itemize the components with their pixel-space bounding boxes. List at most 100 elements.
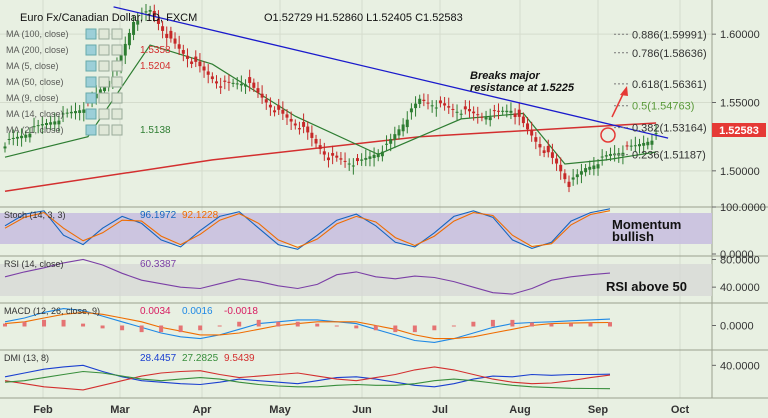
ma-legend-value: 1.5358 <box>140 45 171 56</box>
indicator-line <box>4 258 611 295</box>
candle-body <box>248 77 252 83</box>
indicator-line <box>4 208 611 250</box>
candle-body <box>488 117 492 121</box>
stoch-band <box>0 213 712 244</box>
indicator-tick-label: 80.0000 <box>720 254 760 266</box>
candle-body <box>3 146 7 149</box>
candle-body <box>364 157 368 160</box>
candle-body <box>426 102 430 104</box>
candle-body <box>53 121 57 125</box>
ma-legend-settings-icon <box>98 76 110 88</box>
candle-body <box>638 144 641 147</box>
macd-histogram-bar <box>237 321 242 327</box>
indicator-tick-label: 0.0000 <box>720 249 754 261</box>
ma-legend-eye-icon <box>85 28 97 40</box>
candle-body <box>409 108 413 113</box>
indicator-tick-label: 40.0000 <box>720 282 760 294</box>
ma-legend-label: MA (21, close) <box>6 125 64 135</box>
candle-body <box>418 98 422 104</box>
candle-body <box>414 103 418 109</box>
candle-body <box>326 157 330 161</box>
macd-histogram-bar <box>42 319 47 327</box>
candle-body <box>297 128 301 130</box>
trendline-path <box>113 6 669 139</box>
candle-body <box>194 56 198 62</box>
macd-histogram-bar <box>276 321 281 327</box>
candle-body <box>210 76 214 80</box>
symbol-title: Euro Fx/Canadian Dollar, 1D, FXCM <box>20 12 197 24</box>
ma200-line <box>4 122 657 193</box>
macd-histogram-bar <box>61 319 66 327</box>
fib-label: 0.236(1.51187) <box>632 150 706 162</box>
indicator-title: RSI (14, close) <box>4 259 64 269</box>
candle-body <box>538 144 542 148</box>
candle-body <box>526 123 530 130</box>
candle-body <box>202 66 206 71</box>
candle-body <box>434 107 438 109</box>
macd-histogram-bar <box>588 322 593 327</box>
candle-body <box>44 123 48 126</box>
ma-legend-label: MA (200, close) <box>6 45 69 55</box>
time-axis-label: Jun <box>352 404 372 416</box>
candle-body <box>608 153 612 156</box>
ma-legend-value: 1.5138 <box>140 125 171 136</box>
price-tick-label: 1.50000 <box>720 166 760 178</box>
price-badge: 1.52583 <box>712 123 766 137</box>
candle-body <box>430 105 434 107</box>
candle-body <box>20 135 24 139</box>
ma-legend-close-icon <box>111 76 123 88</box>
candle-body <box>472 111 476 114</box>
indicator-line <box>4 308 611 343</box>
macd-histogram-bar <box>529 322 534 327</box>
candle-body <box>82 109 86 113</box>
candle-body <box>256 88 260 93</box>
candle-body <box>629 145 633 147</box>
candle-body <box>546 145 550 153</box>
candle-body <box>273 110 277 113</box>
ma-legend-settings-icon <box>98 44 110 56</box>
macd-histogram-bar <box>549 323 554 327</box>
candle-body <box>401 124 405 132</box>
macd-histogram-bar <box>217 325 222 327</box>
candle-body <box>123 43 127 56</box>
candle-body <box>455 111 459 113</box>
ma-legend-close-icon <box>111 124 123 136</box>
indicator-tick-label: 0.0000 <box>720 321 754 333</box>
candle-body <box>443 103 447 106</box>
rsi-pane: RSI (14, close) 60.3387 80.0000 40.0000 <box>4 254 760 295</box>
ma-legend-eye-icon <box>85 60 97 72</box>
ma-legend-eye-icon <box>85 124 97 136</box>
candle-body <box>385 143 389 145</box>
indicator-line <box>4 366 611 391</box>
candle-body <box>459 113 463 115</box>
candle-body <box>293 123 297 126</box>
macd-histogram-bar <box>159 325 164 333</box>
candle-body <box>161 26 165 31</box>
candle-body <box>69 111 73 114</box>
candle-body <box>310 132 314 138</box>
candle-body <box>356 158 359 162</box>
candle-body <box>177 44 181 49</box>
fib-label: 0.618(1.56361) <box>632 79 707 91</box>
candle-body <box>65 112 69 114</box>
candle-body <box>633 145 637 147</box>
macd-histogram-bar <box>3 323 7 327</box>
time-axis-label: Mar <box>110 404 130 416</box>
candle-body <box>521 116 525 124</box>
ma200-path <box>4 122 657 193</box>
time-axis-label: Apr <box>193 404 213 416</box>
candle-body <box>463 106 467 110</box>
macd-histogram-bar <box>568 323 573 327</box>
macd-histogram-bar <box>139 325 144 333</box>
ma-legend-settings-icon <box>98 92 110 104</box>
candle-body <box>169 30 173 39</box>
macd-histogram-bar <box>198 325 203 331</box>
candle-body <box>534 137 538 142</box>
indicator-legend-value: -0.0018 <box>224 306 258 317</box>
indicator-legend-value: 96.1972 <box>140 210 177 221</box>
price-tick-label: 1.60000 <box>720 29 760 41</box>
breakout-arrowhead <box>620 86 628 96</box>
candle-body <box>49 122 53 125</box>
candle-body <box>592 165 596 170</box>
